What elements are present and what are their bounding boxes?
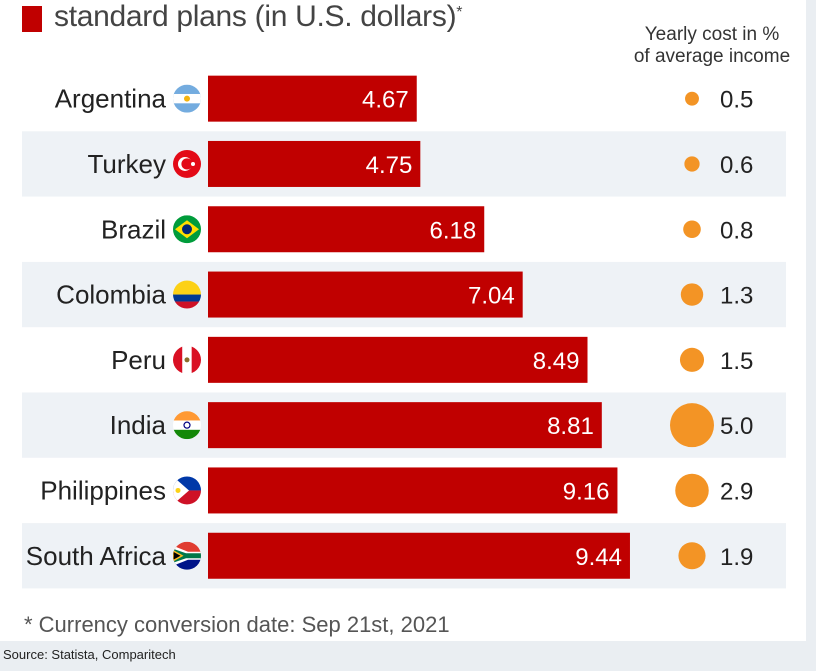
ratio-bubble [680, 283, 704, 306]
bar-value-label: 7.04 [468, 283, 515, 310]
bar-value-label: 9.16 [563, 478, 610, 505]
source-line: Source: Statista, Comparitech [3, 647, 176, 662]
turkey-flag-icon [173, 149, 201, 178]
bar [208, 140, 421, 187]
bar-value-label: 8.81 [547, 413, 594, 440]
category-label: Brazil [101, 214, 166, 244]
ratio-bubble [670, 403, 714, 448]
bar [208, 402, 602, 449]
bar [208, 467, 618, 514]
bar [208, 75, 417, 122]
bar-value-label: 4.75 [366, 152, 413, 179]
table-row: Turkey 4.75 0.6 [22, 131, 786, 197]
bar-value-label: 6.18 [430, 217, 477, 244]
category-label: Peru [111, 345, 166, 375]
ratio-value-label: 0.5 [720, 87, 753, 114]
table-row: Brazil 6.18 0.8 [101, 206, 753, 253]
ratio-value-label: 5.0 [720, 413, 753, 440]
bar-chart: Argentina 4.67 0.5 Turkey 4.75 0.6 Brazil 6.18 0… [22, 75, 786, 589]
bar-value-label: 9.44 [575, 544, 622, 571]
ratio-value-label: 0.8 [720, 217, 753, 244]
ratio-value-label: 1.5 [720, 348, 753, 375]
ratio-bubble [675, 473, 709, 508]
category-label: Turkey [88, 149, 167, 179]
table-row: Argentina 4.67 0.5 [55, 75, 753, 122]
philippines-flag-icon [173, 476, 201, 505]
peru-flag-icon [173, 345, 201, 374]
bar-value-label: 8.49 [533, 348, 580, 375]
brazil-flag-icon [173, 215, 201, 244]
bar-value-label: 4.67 [362, 87, 409, 114]
category-label: Philippines [40, 475, 166, 505]
chart-card: standard plans (in U.S. dollars)* Yearly… [0, 0, 806, 641]
ratio-bubble [679, 347, 705, 372]
table-row: India 8.81 5.0 [22, 392, 786, 458]
bar [208, 271, 523, 318]
category-label: South Africa [26, 541, 167, 571]
ratio-value-label: 0.6 [720, 152, 753, 179]
argentina-flag-icon [173, 84, 201, 113]
india-flag-icon [173, 411, 201, 440]
ratio-column-header: Yearly cost in % of average income [630, 24, 794, 68]
ratio-value-label: 1.3 [720, 283, 753, 310]
footnote: * Currency conversion date: Sep 21st, 20… [24, 612, 450, 637]
table-row: Philippines 9.16 2.9 [40, 467, 753, 514]
south-africa-flag-icon [173, 541, 201, 570]
table-row: Colombia 7.04 1.3 [22, 261, 786, 328]
ratio-value-label: 2.9 [720, 478, 753, 505]
category-label: Argentina [55, 84, 167, 114]
ratio-bubble [683, 220, 701, 239]
subtitle-text: standard plans (in U.S. dollars) [54, 0, 457, 33]
bar [208, 206, 485, 253]
bar [208, 336, 588, 383]
ratio-value-label: 1.9 [720, 544, 753, 571]
colombia-flag-icon [173, 280, 201, 309]
bar [208, 532, 630, 579]
subtitle-asterisk: * [456, 4, 463, 21]
table-row: Peru 8.49 1.5 [111, 336, 753, 383]
legend-swatch [22, 6, 42, 32]
table-row: South Africa 9.44 1.9 [22, 523, 786, 589]
ratio-header-line1: Yearly cost in % [644, 24, 780, 45]
ratio-bubble [678, 542, 706, 570]
ratio-bubble [685, 91, 699, 106]
chart-subtitle: standard plans (in U.S. dollars)* [54, 0, 463, 34]
category-label: India [110, 410, 167, 440]
ratio-header-line2: of average income [633, 46, 791, 67]
category-label: Colombia [56, 280, 166, 310]
ratio-bubble [684, 156, 700, 172]
